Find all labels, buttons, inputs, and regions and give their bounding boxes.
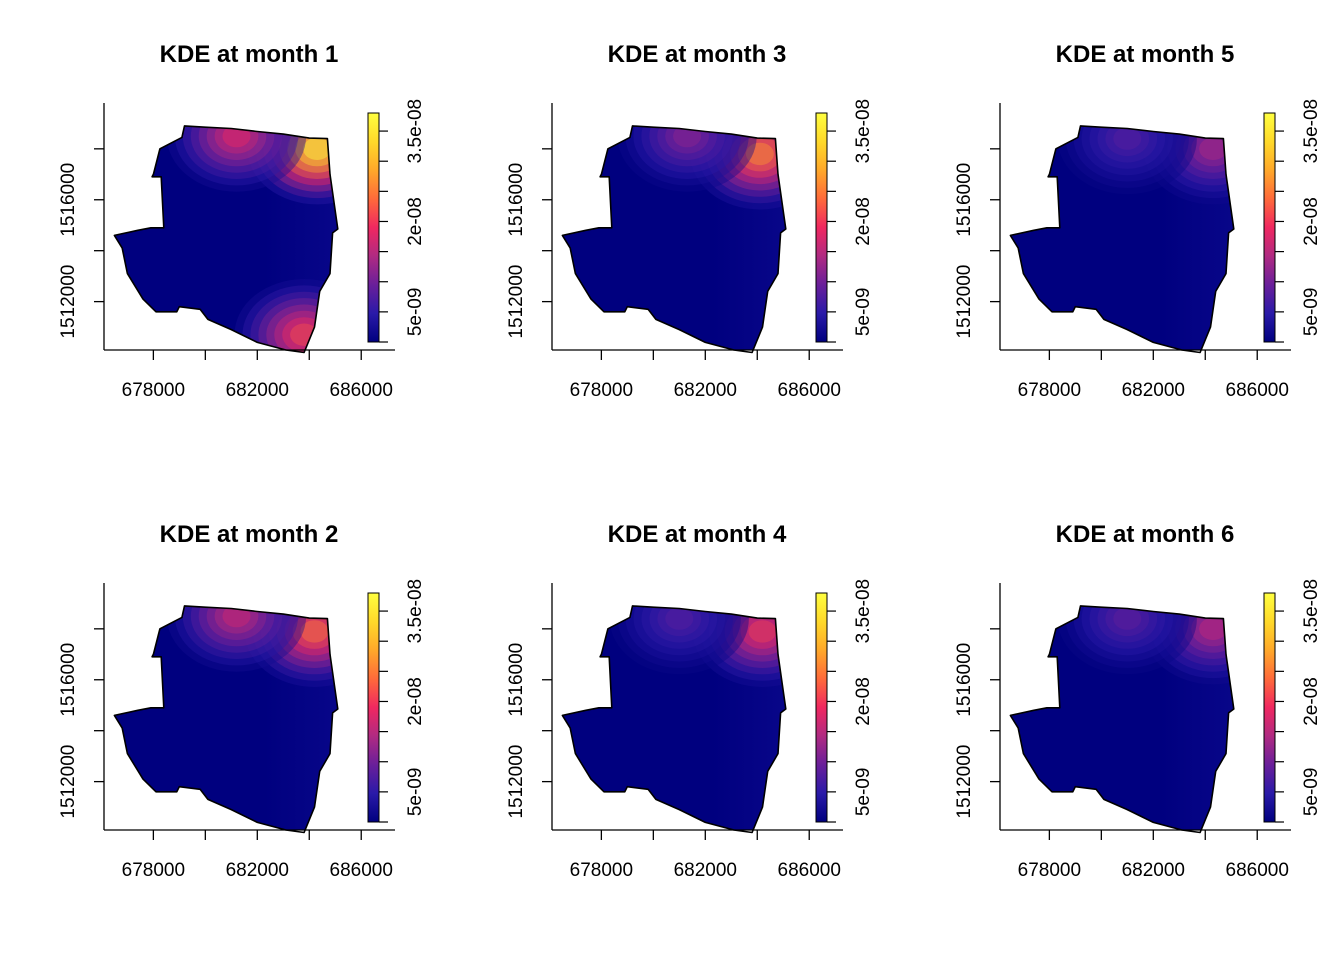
colorbar-tick-label: 5e-09 [1301,768,1322,817]
x-tick-label: 682000 [674,380,737,401]
panel-title: KDE at month 6 [1056,521,1235,548]
colorbar-tick-label: 2e-08 [853,677,874,726]
panel-title: KDE at month 2 [160,521,339,548]
colorbar: 5e-09 2e-08 3.5e-08 [1263,579,1322,823]
kde-hotspot [617,125,757,192]
kde-panel-4: KDE at month 2 678000 682000 686000 1512000 1… [58,521,426,881]
colorbar: 5e-09 2e-08 3.5e-08 [1263,99,1322,343]
x-tick-label: 686000 [330,860,393,881]
kde-hotspot [1057,125,1197,195]
y-tick-label: 1512000 [954,745,975,819]
colorbar: 5e-09 2e-08 3.5e-08 [815,579,874,823]
colorbar-tick-label: 3.5e-08 [853,579,874,643]
x-tick-label: 686000 [1226,860,1289,881]
x-tick-label: 678000 [122,380,185,401]
colorbar-tick-label: 2e-08 [405,197,426,246]
kde-panel-6: KDE at month 6 678000 682000 686000 1512000 1… [954,521,1322,881]
y-tick-label: 1516000 [506,163,527,237]
x-tick-label: 682000 [1122,380,1185,401]
panel-title: KDE at month 4 [608,521,787,548]
y-tick-label: 1512000 [58,745,79,819]
kde-hotspot [234,279,338,353]
colorbar-tick-label: 5e-09 [405,288,426,337]
kde-hotspot [166,605,307,672]
x-tick-label: 686000 [330,380,393,401]
kde-hotspot [166,125,307,192]
study-area-boundary [113,125,339,354]
colorbar-tick-label: 5e-09 [405,768,426,817]
kde-surface [562,125,786,350]
y-tick-label: 1512000 [954,265,975,339]
colorbar-ramp [815,112,828,343]
kde-hotspot [1057,605,1197,675]
colorbar-tick-label: 2e-08 [405,677,426,726]
x-tick-label: 678000 [122,860,185,881]
colorbar: 5e-09 2e-08 3.5e-08 [367,99,426,343]
colorbar-tick-label: 2e-08 [1301,677,1322,726]
colorbar-tick-label: 3.5e-08 [1301,99,1322,163]
kde-surface [1010,605,1234,830]
colorbar-tick-label: 5e-09 [1301,288,1322,337]
colorbar: 5e-09 2e-08 3.5e-08 [815,99,874,343]
colorbar: 5e-09 2e-08 3.5e-08 [367,579,426,823]
study-area-boundary [561,605,787,834]
colorbar-tick-label: 5e-09 [853,288,874,337]
y-tick-label: 1516000 [506,643,527,717]
study-area-boundary [113,605,339,834]
panel-title: KDE at month 1 [160,41,339,68]
x-tick-label: 678000 [570,860,633,881]
x-tick-label: 686000 [1226,380,1289,401]
x-tick-label: 682000 [1122,860,1185,881]
x-tick-label: 682000 [674,860,737,881]
y-tick-label: 1512000 [58,265,79,339]
kde-panel-3: KDE at month 5 678000 682000 686000 1512000 1… [954,41,1322,401]
x-tick-label: 686000 [778,380,841,401]
colorbar-tick-label: 3.5e-08 [405,579,426,643]
colorbar-tick-label: 2e-08 [853,197,874,246]
colorbar-tick-label: 3.5e-08 [405,99,426,163]
study-area-boundary [1009,125,1235,354]
kde-surface [114,125,338,353]
y-tick-label: 1516000 [954,643,975,717]
y-tick-label: 1512000 [506,265,527,339]
colorbar-ramp [367,592,380,823]
panel-title: KDE at month 5 [1056,41,1235,68]
colorbar-ramp [1263,112,1276,343]
colorbar-tick-label: 2e-08 [1301,197,1322,246]
kde-surface [562,605,786,830]
y-tick-label: 1516000 [58,163,79,237]
colorbar-tick-label: 3.5e-08 [1301,579,1322,643]
kde-hotspot [609,605,749,675]
kde-panel-1: KDE at month 1 678000 682000 686000 1512000 1… [58,41,426,401]
x-tick-label: 678000 [570,380,633,401]
colorbar-tick-label: 3.5e-08 [853,99,874,163]
kde-panel-5: KDE at month 4 678000 682000 686000 1512000 1… [506,521,874,881]
kde-surface [114,605,338,830]
y-tick-label: 1512000 [506,745,527,819]
x-tick-label: 682000 [226,380,289,401]
kde-panel-2: KDE at month 3 678000 682000 686000 1512000 1… [506,41,874,401]
x-tick-label: 686000 [778,860,841,881]
study-area-boundary [1009,605,1235,834]
y-tick-label: 1516000 [954,163,975,237]
colorbar-tick-label: 5e-09 [853,768,874,817]
kde-surface [1010,125,1234,350]
panel-title: KDE at month 3 [608,41,787,68]
colorbar-ramp [1263,592,1276,823]
x-tick-label: 682000 [226,860,289,881]
x-tick-label: 678000 [1018,380,1081,401]
colorbar-ramp [815,592,828,823]
y-tick-label: 1516000 [58,643,79,717]
colorbar-ramp [367,112,380,343]
study-area-boundary [561,125,787,354]
x-tick-label: 678000 [1018,860,1081,881]
